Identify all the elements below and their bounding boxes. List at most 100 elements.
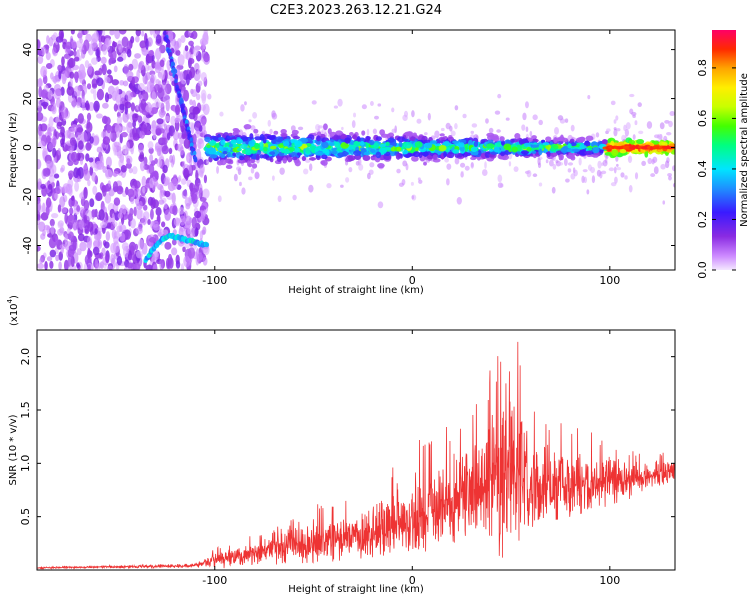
spectrogram-cell bbox=[187, 247, 196, 259]
spectrogram-cell bbox=[196, 137, 205, 149]
spectrogram-cell bbox=[175, 49, 181, 56]
spectrogram-cell bbox=[58, 261, 62, 270]
spectrogram-cell bbox=[78, 69, 87, 80]
snr-x-tick-label: -100 bbox=[202, 574, 227, 587]
spectrogram-cell bbox=[57, 147, 61, 156]
spectrogram-cell bbox=[60, 186, 68, 194]
spectrogram-cell bbox=[293, 147, 300, 153]
spectrogram-cell bbox=[138, 221, 143, 232]
spectrogram-cell bbox=[311, 100, 317, 105]
spectrogram-cell bbox=[414, 141, 423, 148]
spectrogram-cell bbox=[523, 142, 531, 147]
spectrogram-cell bbox=[40, 183, 46, 190]
spectrogram-cell bbox=[309, 145, 316, 149]
spectrogram-cell bbox=[77, 113, 84, 124]
spectrogram-cell bbox=[86, 236, 92, 246]
spectrogram-cell bbox=[456, 196, 462, 205]
spectrogram-cell bbox=[127, 188, 135, 198]
spectrogram-cell bbox=[77, 233, 85, 242]
spectrogram-cell bbox=[70, 30, 75, 35]
spectrogram-cell bbox=[105, 253, 110, 264]
spectrogram-cell bbox=[122, 80, 129, 87]
spectrogram-cell bbox=[363, 151, 371, 156]
spectrogram-cell bbox=[291, 129, 299, 135]
spectrogram-cell bbox=[629, 93, 635, 98]
spectrogram-cell bbox=[375, 136, 382, 142]
spectrogram-cell bbox=[171, 247, 178, 256]
spectrogram-cell bbox=[69, 264, 77, 270]
spectrogram-cell bbox=[406, 131, 414, 137]
spectrogram-cell bbox=[585, 135, 594, 141]
spectrogram-cell bbox=[189, 182, 194, 193]
spectrogram-cell bbox=[153, 83, 160, 91]
spectrogram-cell bbox=[391, 107, 395, 113]
spectrogram-cell bbox=[45, 51, 51, 61]
spectrogram-cell bbox=[377, 201, 384, 209]
spectrogram-cell bbox=[254, 172, 260, 179]
spectrogram-cell bbox=[45, 160, 52, 167]
spectrogram-cell bbox=[494, 110, 501, 115]
spectrogram-cell bbox=[334, 141, 341, 149]
spectrogram-cell bbox=[273, 130, 279, 135]
spectrogram-cell bbox=[180, 35, 186, 44]
spectrogram-cell bbox=[47, 126, 56, 132]
spectrogram-cell bbox=[435, 138, 441, 145]
spectrogram-cell bbox=[130, 196, 135, 205]
spectrogram-cell bbox=[370, 148, 376, 153]
spectrogram-cell bbox=[193, 157, 198, 163]
spectrogram-cell bbox=[375, 151, 382, 159]
spectrogram-cell bbox=[595, 132, 600, 138]
spectrogram-cell bbox=[76, 248, 82, 256]
spectrogram-cell bbox=[125, 90, 133, 101]
spectrogram-cell bbox=[111, 79, 120, 86]
spectrogram-cell bbox=[137, 115, 143, 123]
spectrogram-cell bbox=[77, 30, 83, 41]
spectrogram-cell bbox=[485, 118, 489, 124]
spectrogram-cell bbox=[113, 103, 118, 112]
spectrogram-cell bbox=[434, 130, 440, 139]
spectrogram-cell bbox=[120, 165, 127, 173]
spectrogram-cell bbox=[385, 141, 390, 147]
spectrogram-cell bbox=[91, 135, 100, 146]
spectrogram-cell bbox=[624, 175, 628, 180]
spectrogram-cell bbox=[620, 149, 627, 154]
spectrogram-cell bbox=[477, 149, 482, 156]
spectrogram-cell bbox=[174, 78, 178, 84]
spectrogram-cell bbox=[326, 183, 332, 189]
spectrogram-cell bbox=[219, 159, 227, 166]
spectrogram-cell bbox=[49, 249, 57, 258]
spectrogram-cell bbox=[175, 260, 181, 269]
spectrogram-cell bbox=[93, 100, 100, 112]
spectrogram-cell bbox=[361, 130, 366, 136]
spectrogram-cell bbox=[224, 158, 232, 164]
spectrogram-cell bbox=[221, 134, 227, 139]
spectrogram-cell bbox=[418, 179, 423, 184]
spectrogram-cell bbox=[280, 148, 286, 153]
spectrogram-cell bbox=[126, 48, 132, 58]
spectrogram-cell bbox=[279, 167, 285, 175]
spectrogram-cell bbox=[460, 162, 466, 168]
spectrogram-cell bbox=[94, 228, 98, 235]
spectrogram-cell bbox=[114, 210, 120, 221]
spectrogram-cell bbox=[552, 163, 557, 170]
spectrogram-cell bbox=[66, 130, 72, 139]
spectrogram-cell bbox=[412, 151, 421, 158]
spectrogram-cell bbox=[553, 136, 558, 144]
spectrogram-cell bbox=[67, 57, 76, 68]
spectrogram-cell bbox=[587, 95, 591, 100]
spectrogram-cell bbox=[493, 146, 500, 153]
spectrogram-cell bbox=[176, 143, 184, 152]
spectrogram-cell bbox=[196, 68, 202, 79]
spectrogram-cell bbox=[218, 136, 225, 141]
spectrogram-cell bbox=[67, 231, 75, 241]
spectrogram-cell bbox=[163, 176, 171, 185]
spectrogram-cell bbox=[503, 143, 512, 151]
spectrogram-cell bbox=[209, 154, 218, 159]
spectrogram-cell bbox=[395, 153, 401, 160]
spectrogram-cell bbox=[248, 159, 256, 164]
spectrogram-cell bbox=[228, 132, 233, 137]
spectrogram-cell bbox=[155, 207, 162, 217]
spectrogram-cell bbox=[308, 184, 314, 193]
spectrogram-cell bbox=[650, 173, 656, 178]
spectrogram-cell bbox=[440, 127, 445, 132]
